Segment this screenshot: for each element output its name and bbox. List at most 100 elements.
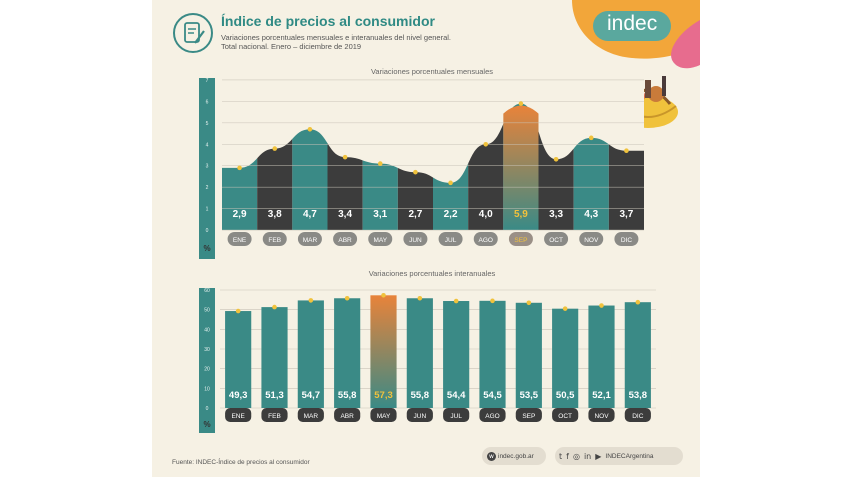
monthly-category-label: JUN [409, 237, 422, 244]
interannual-point [344, 295, 350, 301]
monthly-month-pill [368, 232, 393, 246]
interannual-category-label: OCT [558, 413, 572, 420]
interannual-chart-title: Variaciones porcentuales interanuales [369, 269, 496, 278]
instagram-icon[interactable]: ◎ [572, 451, 580, 461]
monthly-category-label: FEB [268, 237, 281, 244]
interannual-point [599, 303, 604, 308]
twitter-icon[interactable]: t [559, 451, 563, 461]
monthly-value-label: 2,7 [408, 209, 422, 220]
monthly-value-label: 5,9 [514, 209, 528, 220]
interannual-value-label: 52,1 [592, 390, 611, 401]
monthly-point [588, 135, 594, 141]
interannual-point [272, 304, 277, 310]
interannual-category-label: MAY [377, 413, 391, 420]
interannual-point [490, 298, 495, 304]
monthly-month-pill [333, 232, 358, 246]
interannual-bar [443, 301, 470, 408]
logo-shape [572, 0, 700, 69]
facebook-icon[interactable]: f [566, 451, 569, 461]
monthly-y-tick: 4 [206, 142, 209, 148]
source-note: Fuente: INDEC-Índice de precios al consu… [172, 459, 310, 466]
interannual-point [635, 299, 641, 305]
indec-logo[interactable]: indec [607, 12, 658, 35]
interannual-month-pill [552, 408, 579, 422]
monthly-month-pill [508, 232, 533, 246]
interannual-bar [225, 311, 252, 408]
interannual-category-label: AGO [485, 413, 499, 420]
interannual-y-tick: 60 [204, 288, 210, 294]
interannual-category-label: ABR [340, 413, 354, 420]
monthly-category-label: SEP [514, 237, 527, 244]
globe-icon: w [487, 451, 496, 461]
interannual-month-pill [515, 408, 542, 422]
interannual-month-pill [406, 408, 433, 422]
interannual-month-pill [479, 408, 506, 422]
monthly-value-label: 4,0 [479, 209, 493, 220]
monthly-y-tick: 0 [206, 228, 209, 234]
monthly-category-label: DIC [621, 237, 633, 244]
monthly-point [377, 161, 383, 166]
interannual-month-pill [624, 408, 651, 422]
social-handle: INDECArgentina [605, 452, 654, 460]
interannual-bar [406, 298, 433, 408]
monthly-chart: Variaciones porcentuales mensuales 0 1 2 3 4… [199, 67, 644, 259]
interannual-category-label: DIC [632, 413, 644, 420]
interannual-bar [479, 300, 506, 408]
interannual-y-tick: 20 [204, 367, 210, 373]
interannual-chart: Variaciones porcentuales interanuales 0 1… [199, 269, 656, 433]
linkedin-icon[interactable]: in [583, 451, 592, 461]
monthly-category-label: NOV [584, 237, 599, 244]
monthly-month-pill [262, 232, 287, 246]
interannual-category-label: JUN [414, 413, 427, 420]
interannual-point [562, 306, 568, 311]
monthly-y-axis-band [199, 78, 215, 259]
interannual-value-label: 51,3 [265, 390, 284, 401]
monthly-value-label: 3,1 [373, 209, 387, 220]
monthly-value-label: 4,3 [584, 209, 598, 220]
interannual-month-pill [443, 408, 470, 422]
interannual-value-label: 50,5 [556, 390, 575, 401]
interannual-value-label: 53,5 [520, 390, 539, 401]
monthly-month-pill [579, 232, 604, 246]
monthly-category-label: JUL [445, 237, 457, 244]
monthly-month-pill [544, 232, 569, 246]
monthly-highlight-area [503, 105, 539, 230]
interannual-y-unit: % [203, 420, 210, 429]
monthly-value-label: 3,7 [619, 209, 633, 220]
monthly-month-pill [227, 232, 252, 246]
interannual-category-label: JUL [450, 413, 462, 420]
monthly-point [272, 146, 278, 151]
interannual-value-label: 57,3 [374, 390, 393, 401]
interannual-category-label: MAR [304, 413, 319, 420]
interannual-category-label: NOV [594, 413, 609, 420]
interannual-bar [334, 298, 361, 408]
page-title: Índice de precios al consumidor [221, 13, 435, 29]
youtube-icon[interactable]: ▶ [595, 451, 602, 461]
monthly-value-label: 2,9 [233, 209, 247, 220]
monthly-value-label: 3,3 [549, 209, 563, 220]
monthly-point [483, 141, 489, 147]
interannual-month-pill [334, 408, 361, 422]
monthly-month-pill [297, 232, 322, 246]
monthly-point [237, 165, 242, 171]
interannual-value-label: 55,8 [411, 390, 430, 401]
monthly-category-label: ENE [233, 237, 247, 244]
monthly-y-tick: 2 [206, 185, 209, 191]
interannual-month-pill [261, 408, 288, 422]
monthly-month-pill [403, 232, 428, 246]
interannual-y-tick: 10 [204, 386, 210, 392]
monthly-value-label: 3,4 [338, 209, 352, 220]
monthly-y-tick: 3 [206, 164, 209, 170]
interannual-month-pill [588, 408, 615, 422]
interannual-category-label: ENE [231, 413, 245, 420]
interannual-y-tick: 30 [204, 347, 210, 353]
clipboard-edit-icon [173, 13, 213, 53]
monthly-value-label: 3,8 [268, 209, 282, 220]
website-link[interactable]: w indec.gob.ar [482, 447, 546, 465]
monthly-category-label: OCT [549, 237, 563, 244]
monthly-y-tick: 7 [206, 78, 209, 84]
social-links[interactable]: t f ◎ in ▶ INDECArgentina [555, 447, 683, 465]
monthly-y-tick: 1 [206, 207, 209, 213]
interannual-bar [261, 307, 288, 408]
interannual-value-label: 54,4 [447, 390, 466, 401]
